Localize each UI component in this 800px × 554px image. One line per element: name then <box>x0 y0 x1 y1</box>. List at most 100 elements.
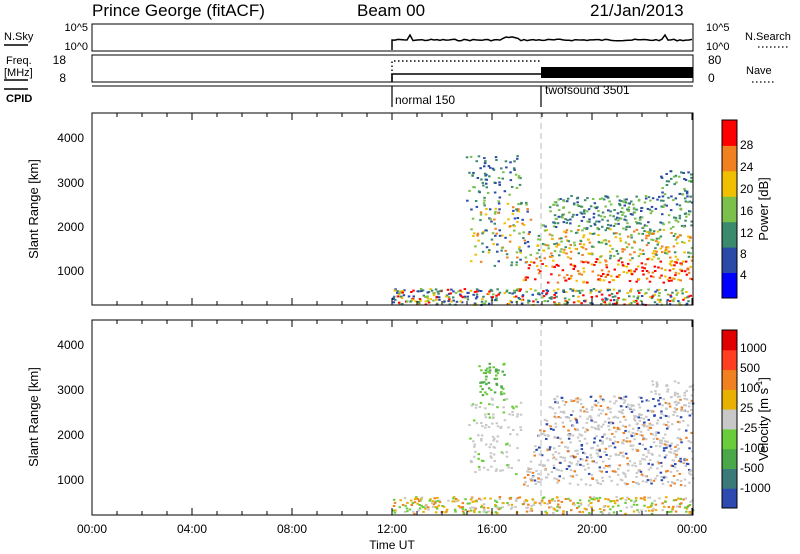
velocity-arc-scatter <box>516 413 519 416</box>
velocity-ground-scatter <box>471 500 474 503</box>
velocity-ground-scatter <box>482 503 486 506</box>
xtick-1600: 16:00 <box>477 522 507 536</box>
velocity-green-scatter <box>484 378 488 381</box>
power-main-band <box>673 216 676 219</box>
power-high-scatter <box>485 186 488 189</box>
velocity-ground-scatter <box>613 502 617 505</box>
velocity-ground-scatter <box>556 505 559 508</box>
velocity-ground-scatter <box>411 502 415 505</box>
power-ground-scatter <box>687 300 690 303</box>
power-main-band <box>598 220 601 223</box>
power-high-scatter <box>509 171 512 174</box>
power-main-band <box>555 264 558 266</box>
velocity-main-band <box>689 409 693 412</box>
velocity-ground-scatter <box>495 512 499 515</box>
power-main-band <box>648 208 652 211</box>
power-high-scatter <box>476 177 480 179</box>
power-ground-scatter <box>628 295 631 298</box>
power-main-band <box>554 217 558 220</box>
velocity-main-band <box>554 451 557 453</box>
velocity-ground-scatter <box>588 512 591 515</box>
power-main-band <box>527 267 531 270</box>
power-main-band <box>690 201 694 204</box>
velocity-main-band <box>675 449 679 452</box>
freq-right-tick-bottom: 0 <box>708 71 715 85</box>
power-main-band <box>687 271 691 274</box>
velocity-main-band <box>591 406 594 409</box>
power-main-band <box>645 237 648 240</box>
power-ground-scatter <box>520 302 524 305</box>
station-title: Prince George (fitACF) <box>92 1 265 20</box>
velocity-main-band <box>625 405 628 408</box>
power-arc-scatter <box>472 235 475 237</box>
velocity-ground-scatter <box>564 498 568 500</box>
power-main-band <box>620 200 623 202</box>
power-main-band <box>619 237 622 240</box>
power-main-band <box>599 279 602 282</box>
power-main-band <box>557 243 561 246</box>
power-main-band <box>645 244 649 247</box>
velocity-main-band <box>550 471 554 473</box>
velocity-main-band <box>613 470 617 473</box>
power-main-band <box>550 273 553 276</box>
power-arc-scatter <box>522 231 525 234</box>
velocity-ground-scatter <box>461 506 464 508</box>
power-ground-scatter <box>595 289 598 292</box>
power-ground-scatter <box>474 297 478 300</box>
power-ground-scatter <box>412 289 415 292</box>
velocity-ground-scatter <box>461 502 465 505</box>
velocity-main-band <box>685 429 688 432</box>
velocity-main-band <box>680 406 684 409</box>
velocity-main-band <box>618 464 621 467</box>
velocity-main-band <box>590 473 594 476</box>
velocity-main-band <box>567 437 571 440</box>
velocity-main-band <box>635 472 639 474</box>
power-main-band <box>663 203 666 206</box>
velocity-main-band <box>594 399 597 402</box>
velocity-main-band <box>533 479 537 482</box>
power-ground-scatter <box>492 293 495 296</box>
power-arc-scatter <box>519 251 522 254</box>
velocity-ground-scatter <box>432 503 436 506</box>
power-main-band <box>569 250 573 253</box>
velocity-ground-scatter <box>548 506 551 509</box>
power-main-band <box>637 232 641 235</box>
power-main-band <box>613 209 616 211</box>
velocity-main-band <box>634 432 637 435</box>
power-arc-scatter <box>512 209 515 212</box>
power-main-band <box>659 247 662 250</box>
power-main-band <box>584 248 588 251</box>
velocity-main-band <box>665 444 668 447</box>
velocity-ground-scatter <box>672 505 675 508</box>
power-main-band <box>689 252 692 255</box>
velocity-main-band <box>659 396 662 399</box>
velocity-ground-scatter <box>468 502 471 505</box>
velocity-main-band <box>674 456 678 458</box>
power-ground-scatter <box>624 298 627 301</box>
velocity-ground-scatter <box>611 505 615 508</box>
power-edge-scatter <box>685 190 689 193</box>
power-arc-scatter <box>516 217 520 219</box>
velocity-main-band <box>648 423 651 426</box>
velocity-ground-scatter <box>410 504 413 506</box>
power-main-band <box>547 247 550 250</box>
power-high-scatter <box>484 160 487 163</box>
power-edge-scatter <box>660 176 664 179</box>
power-ground-scatter <box>630 288 633 291</box>
power-high-scatter <box>485 173 488 176</box>
velocity-ground-scatter <box>514 505 517 508</box>
power-main-band <box>581 254 584 256</box>
velocity-ground-scatter <box>593 498 596 501</box>
velocity-main-band <box>537 473 540 475</box>
velocity-main-band <box>647 400 650 402</box>
power-main-band <box>597 240 601 243</box>
velocity-main-band <box>557 416 561 418</box>
power-arc-scatter <box>470 260 473 263</box>
velocity-ground-scatter <box>624 512 627 515</box>
colorbar-segment <box>722 428 737 450</box>
velocity-ground-scatter <box>473 500 477 503</box>
velocity-ground-scatter <box>661 509 664 512</box>
power-ground-scatter <box>429 288 432 291</box>
velocity-ground-scatter <box>643 504 646 507</box>
power-cbar-tick-20: 20 <box>740 182 754 196</box>
